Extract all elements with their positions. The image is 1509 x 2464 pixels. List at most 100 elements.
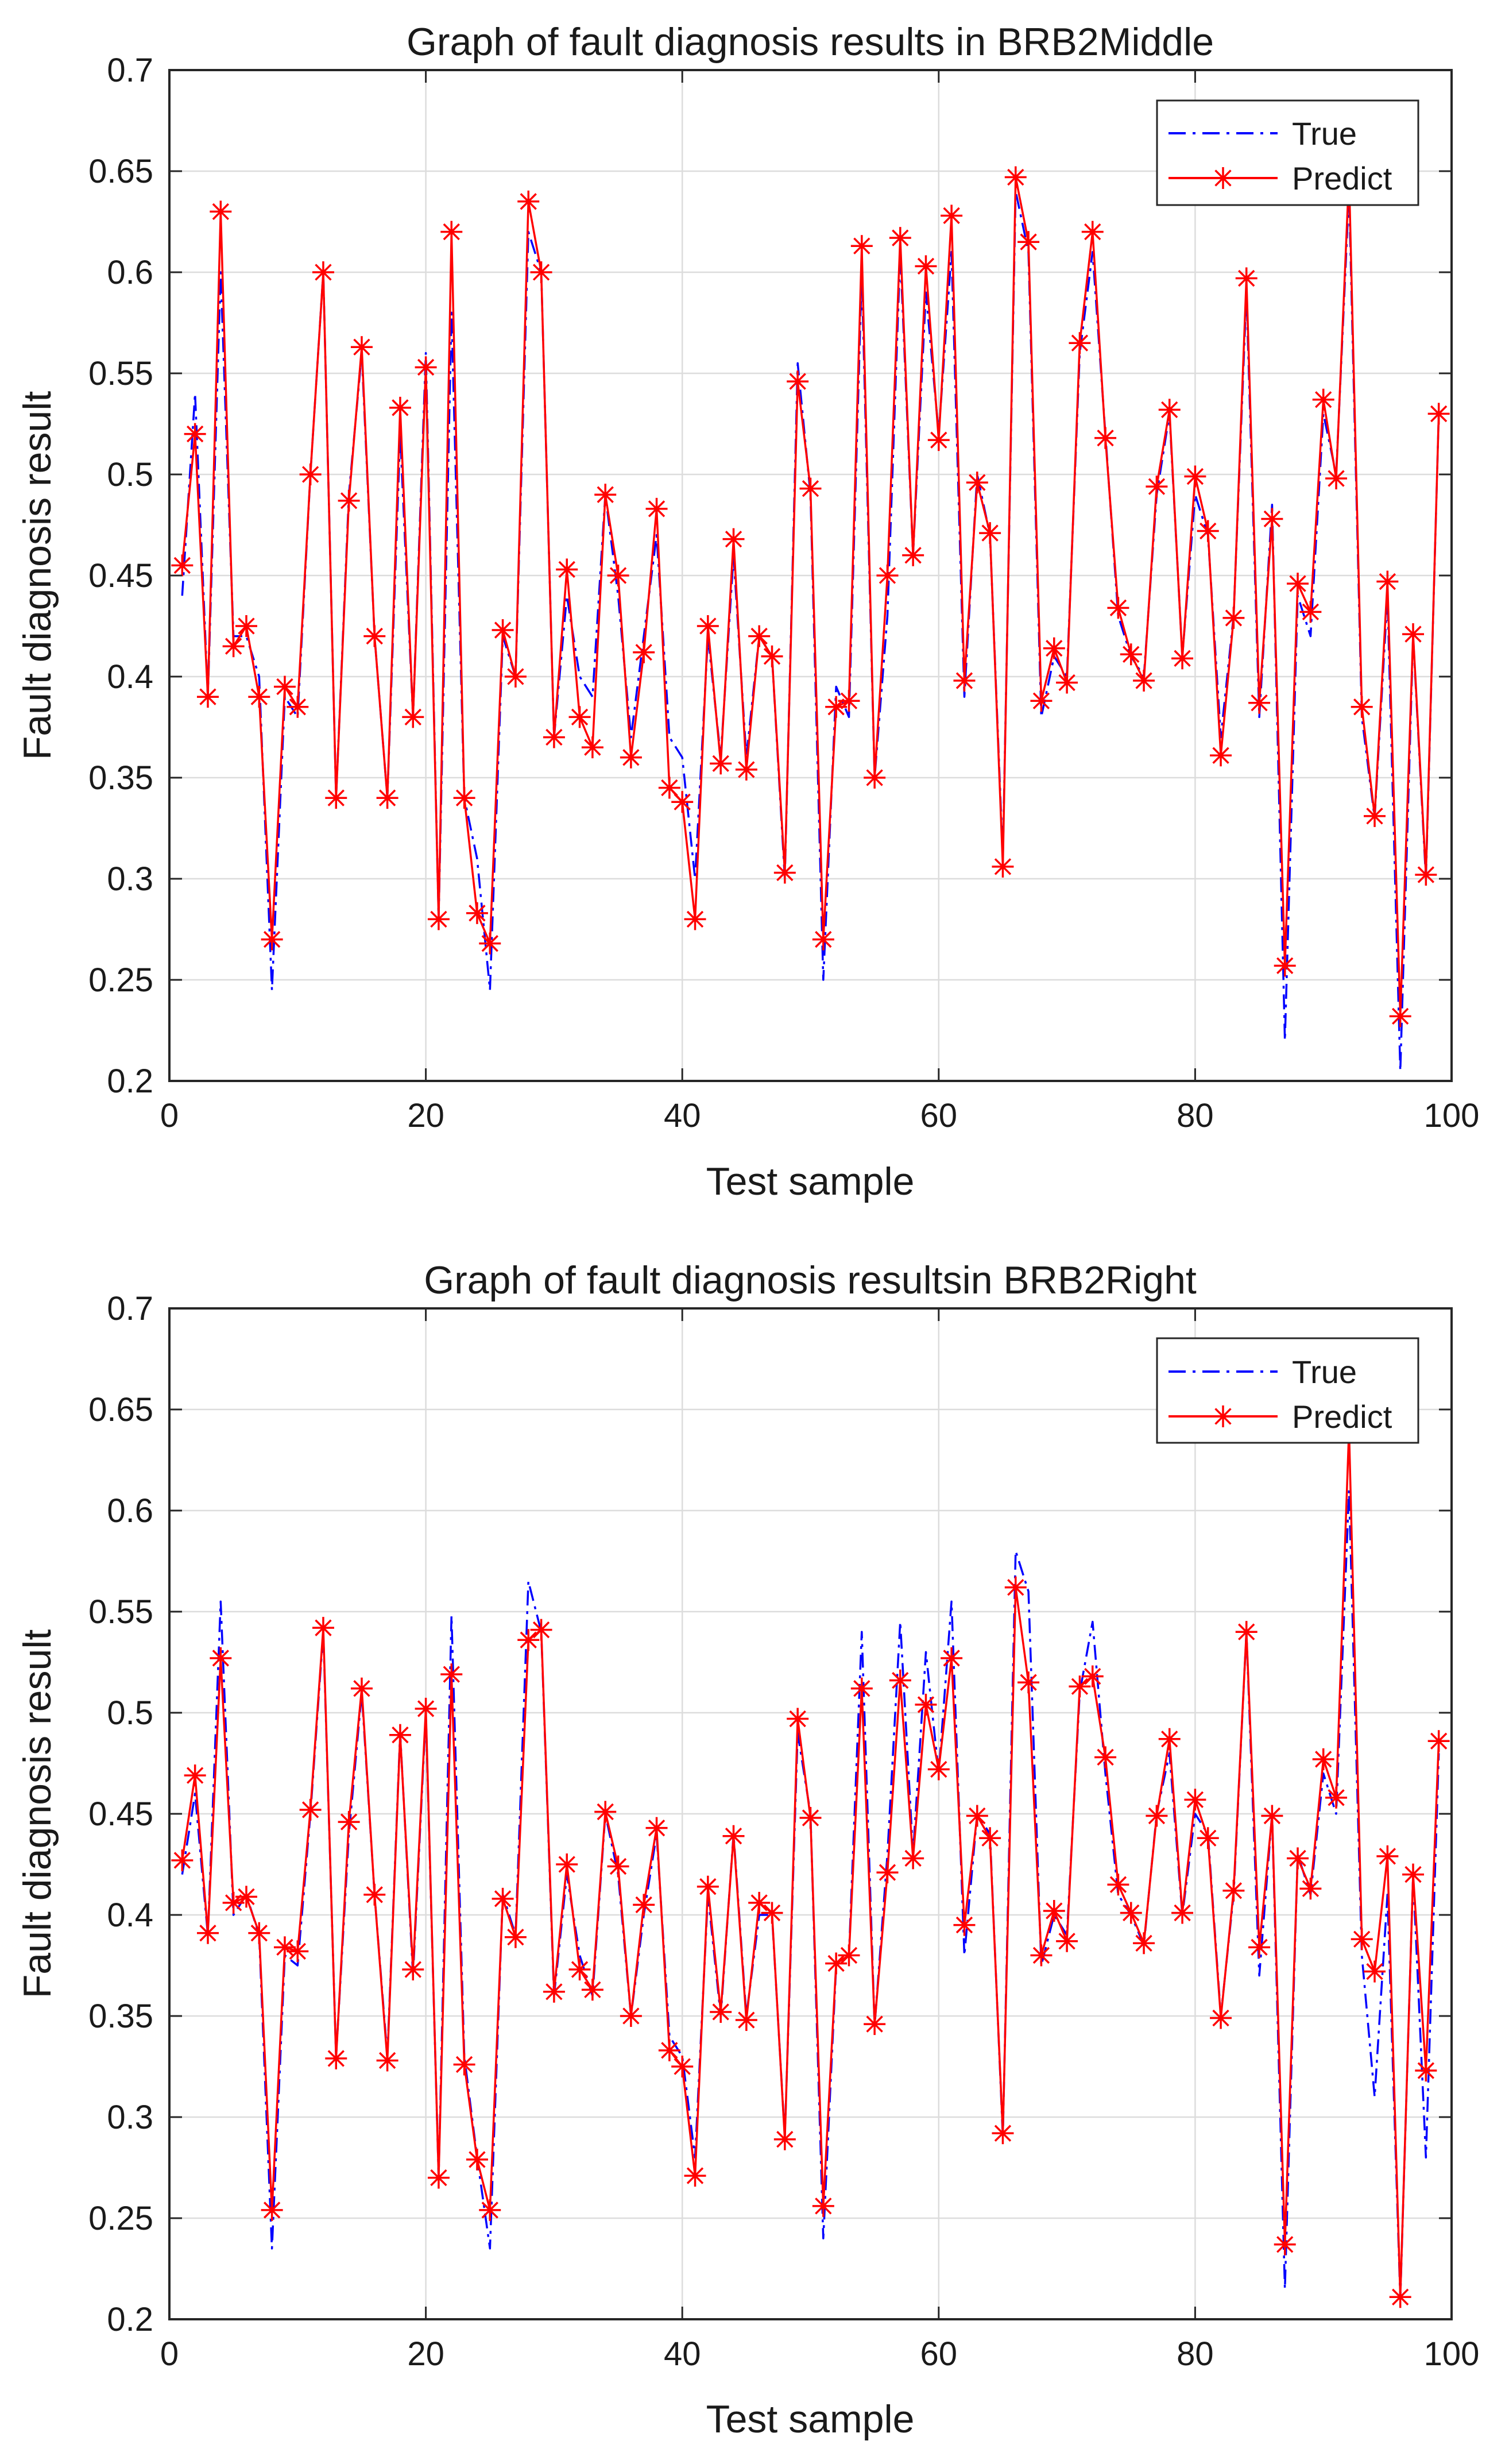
predict-point [1312,388,1334,411]
predict-point [684,908,706,930]
chart-title: Graph of fault diagnosis results in BRB2… [407,20,1214,64]
x-tick-label: 80 [1177,2335,1214,2373]
x-tick-label: 40 [664,1097,701,1134]
predict-point [363,1883,386,1906]
predict-point [1069,332,1091,354]
y-tick-label: 0.4 [107,1897,153,1934]
predict-point [389,396,411,419]
predict-point [1415,2060,1437,2082]
predict-point [492,619,514,642]
y-tick-label: 0.65 [88,153,153,190]
predict-point [184,1764,206,1787]
y-axis-label: Fault diagnosis result [16,391,59,760]
x-tick-label: 60 [920,2335,958,2373]
predict-point [902,1847,924,1870]
predict-point [350,1677,373,1700]
predict-point [1094,427,1117,449]
predict-point [1235,267,1258,289]
predict-point [1004,166,1027,188]
y-tick-label: 0.35 [88,759,153,797]
predict-point [710,752,732,775]
y-tick-label: 0.6 [107,1492,153,1530]
predict-point [466,902,488,924]
predict-point [594,1801,617,1823]
predict-point [684,2165,706,2187]
predict-point [1402,623,1425,646]
predict-point [453,787,475,809]
predict-point [607,1855,629,1878]
y-tick-label: 0.7 [107,52,153,89]
legend-asterisk [1212,1405,1234,1427]
y-ticks: 0.2 0.25 0.3 0.35 0.4 0.45 0.5 0.55 0.6 0.65 0.7 [88,1290,1452,2338]
predict-point [1184,465,1206,488]
predict-point [889,227,911,249]
predict-point [966,1805,988,1827]
predict-point [1299,1878,1322,1900]
predict-point [1197,520,1219,542]
gridlines [169,70,1452,1081]
predict-point [389,1724,411,1746]
y-tick-label: 0.25 [88,2200,153,2237]
predict-point [427,2166,450,2189]
predict-point [812,928,834,951]
predict-point [1004,1576,1027,1598]
legend-true-label: True [1292,1354,1357,1390]
predict-point [1389,1005,1411,1028]
predict-point [979,1827,1001,1849]
predict-point [722,1825,745,1847]
predict-point [876,565,899,586]
predict-point [927,429,950,451]
y-tick-label: 0.2 [107,1063,153,1100]
predict-point [1107,1874,1129,1896]
predict-point [787,370,809,393]
predict-point [1081,221,1104,243]
predict-point [825,1952,848,1975]
predict-point [1210,2007,1232,2029]
predict-point [568,1959,591,1981]
predict-point [1056,671,1078,694]
predict-point [864,767,886,789]
predict-point [658,777,680,799]
y-tick-label: 0.6 [107,254,153,291]
predict-point [184,423,206,445]
predict-point [325,787,347,809]
predict-point [1427,403,1450,425]
predict-point [261,2199,283,2221]
predict-point [338,1811,360,1833]
predict-point [1017,231,1040,253]
predict-point [1376,570,1399,593]
predict-point [312,261,334,283]
predict-point [1325,1786,1348,1809]
predict-point [325,2047,347,2069]
x-tick-label: 0 [160,2335,179,2373]
y-tick-label: 0.4 [107,658,153,696]
predict-point [196,1922,219,1944]
chart-title: Graph of fault diagnosis resultsin BRB2R… [424,1258,1197,1302]
predict-point [312,1617,334,1639]
predict-point [1274,955,1296,977]
predict-point [273,1936,296,1959]
predict-point [517,190,540,213]
predict-point [1351,696,1373,718]
predict-point [1043,637,1065,659]
predict-point [299,1798,322,1821]
predict-point [1364,805,1386,827]
predict-point [350,336,373,358]
predict-point [479,2199,501,2221]
predict-point [1389,2286,1411,2308]
predict-point [222,635,245,658]
predict-markers [171,1419,1450,2308]
predict-markers [171,164,1450,1028]
predict-point [1146,1805,1168,1827]
predict-point [1248,1936,1271,1959]
predict-point [645,497,668,520]
predict-point [1158,1728,1181,1750]
predict-point [1376,1845,1399,1867]
predict-point [915,255,937,277]
predict-point [1133,670,1155,692]
predict-point [415,356,437,379]
x-tick-label: 40 [664,2335,701,2373]
predict-point [1043,1899,1065,1922]
x-ticks: 0 20 40 60 80 100 [160,70,1479,1134]
predict-point [287,1940,309,1963]
